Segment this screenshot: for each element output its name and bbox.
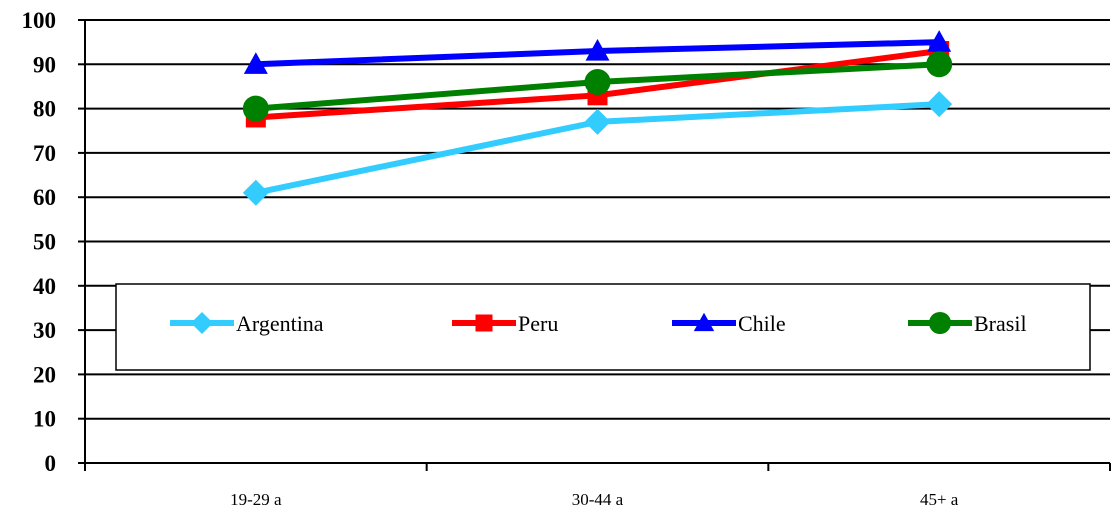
data-point-marker	[584, 108, 611, 135]
series-argentina	[242, 91, 953, 206]
y-tick-label: 40	[33, 274, 56, 299]
data-point-marker	[926, 91, 953, 118]
data-point-marker	[190, 311, 214, 335]
legend-label: Peru	[518, 311, 558, 336]
y-tick-label: 60	[33, 185, 56, 210]
y-tick-label: 20	[33, 362, 56, 387]
data-point-marker	[242, 95, 269, 122]
legend-item-chile: Chile	[672, 311, 786, 336]
legend-box	[115, 283, 1091, 371]
x-tick-label: 19-29 a	[230, 490, 282, 509]
data-point-marker	[584, 69, 611, 96]
y-tick-label: 30	[33, 318, 56, 343]
data-point-marker	[928, 311, 952, 335]
legend-label: Chile	[738, 311, 786, 336]
data-point-marker	[242, 179, 269, 206]
data-point-marker	[693, 312, 715, 332]
legend-item-argentina: Argentina	[170, 311, 324, 336]
data-point-marker	[475, 314, 493, 332]
data-point-marker	[585, 39, 610, 61]
legend-label: Brasil	[974, 311, 1027, 336]
y-tick-label: 80	[33, 97, 56, 122]
y-tick-label: 0	[45, 451, 57, 476]
x-tick-label: 45+ a	[920, 490, 959, 509]
axes: 0 10 20 30 40 50 60 70 80 90 100 19-29 a 30-44 a 45+ …	[22, 8, 1111, 509]
legend-item-brasil: Brasil	[908, 311, 1027, 336]
y-tick-label: 90	[33, 52, 56, 77]
data-point-marker	[243, 52, 268, 74]
y-tick-label: 10	[33, 407, 56, 432]
series-lines	[242, 30, 953, 206]
x-tick-label: 30-44 a	[572, 490, 624, 509]
series-chile	[243, 30, 952, 74]
legend: Argentina Peru Chile Brasil	[115, 283, 1091, 371]
y-tick-label: 50	[33, 230, 56, 255]
series-brasil	[242, 51, 953, 122]
y-tick-label: 100	[22, 8, 57, 33]
data-point-marker	[927, 30, 952, 52]
data-point-marker	[926, 51, 953, 78]
y-tick-label: 70	[33, 141, 56, 166]
legend-item-peru: Peru	[452, 311, 558, 336]
legend-label: Argentina	[236, 311, 324, 336]
